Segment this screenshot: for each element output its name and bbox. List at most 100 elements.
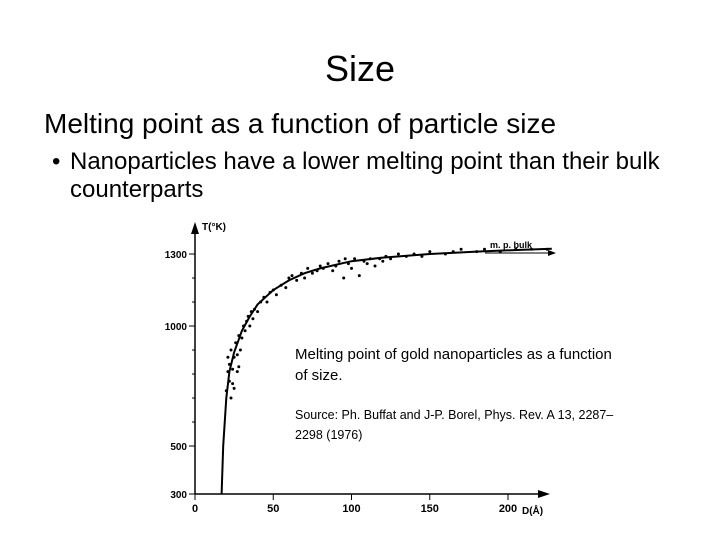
data-point	[268, 290, 272, 294]
bulk-annotation: m. p. bulk	[490, 240, 533, 250]
data-point	[357, 274, 361, 278]
data-point	[235, 353, 239, 357]
chart-ticks: 0 50 100 150 200 300 500 1000 1300	[165, 250, 517, 515]
data-point	[530, 247, 533, 251]
y-tick-label: 300	[170, 490, 187, 501]
data-point	[262, 295, 266, 299]
data-point	[362, 259, 366, 263]
figure-caption: Melting point of gold nanoparticles as a…	[295, 346, 612, 384]
data-point	[326, 262, 330, 266]
chart-axes	[191, 222, 550, 498]
data-point	[310, 271, 314, 275]
data-point	[342, 276, 346, 280]
x-tick-label: 50	[267, 503, 279, 515]
data-point	[256, 310, 260, 314]
data-point	[498, 250, 502, 254]
data-point	[279, 283, 283, 287]
data-point	[368, 257, 372, 261]
data-point	[237, 334, 241, 338]
data-point	[318, 264, 322, 268]
data-point	[412, 252, 416, 256]
data-point	[483, 247, 486, 251]
data-point	[226, 370, 230, 374]
slide-subtitle: Melting point as a function of particle …	[44, 108, 557, 139]
data-point	[265, 300, 269, 304]
data-point	[240, 336, 244, 340]
data-point	[235, 370, 239, 374]
data-point	[459, 247, 463, 251]
data-point	[284, 286, 288, 290]
bulk-annotation-arrowhead	[548, 250, 556, 256]
data-point	[224, 389, 228, 393]
x-tick-label: 0	[192, 503, 198, 515]
data-point	[384, 254, 388, 258]
data-point	[243, 329, 247, 333]
data-point	[337, 259, 341, 263]
data-point	[251, 317, 255, 321]
data-point	[227, 362, 231, 366]
data-point	[232, 386, 236, 390]
x-axis-label: D(Å)	[522, 504, 543, 517]
data-point	[234, 341, 238, 345]
data-point	[246, 314, 250, 318]
x-tick-label: 100	[342, 503, 360, 515]
data-point	[238, 348, 242, 352]
data-point	[306, 266, 310, 270]
data-point	[231, 382, 235, 386]
data-point	[315, 269, 319, 273]
data-point	[365, 262, 369, 266]
data-point	[334, 264, 338, 268]
data-points	[224, 247, 549, 400]
data-point	[389, 257, 393, 261]
y-axis-arrowhead	[191, 222, 199, 234]
data-point	[396, 252, 400, 256]
data-point	[514, 247, 518, 251]
data-point	[242, 324, 245, 328]
data-point	[248, 324, 252, 328]
data-point	[353, 257, 357, 261]
y-axis-label: T(°K)	[202, 222, 226, 233]
data-point	[428, 250, 432, 254]
data-point	[237, 365, 241, 369]
data-point	[231, 367, 235, 371]
data-point	[404, 254, 408, 258]
bullet-text: Nanoparticles have a lower melting point…	[70, 148, 660, 203]
data-point	[227, 379, 231, 383]
data-point	[475, 250, 479, 254]
data-point	[343, 257, 347, 261]
data-point	[350, 266, 353, 270]
data-point	[253, 307, 256, 311]
x-tick-label: 200	[499, 503, 517, 515]
data-point	[373, 264, 377, 268]
y-tick-label: 1000	[165, 322, 188, 333]
data-point	[249, 310, 253, 314]
data-point	[290, 274, 294, 278]
data-point	[226, 355, 230, 359]
data-point	[346, 262, 350, 266]
data-point	[545, 247, 549, 251]
data-point	[303, 276, 307, 280]
data-point	[287, 276, 291, 280]
data-point	[229, 396, 233, 400]
data-point	[321, 266, 325, 270]
data-point	[229, 348, 233, 352]
slide-title: Size	[324, 48, 396, 89]
data-point	[331, 269, 335, 273]
data-point	[420, 254, 424, 258]
data-point	[259, 300, 263, 304]
data-point	[232, 355, 236, 359]
data-point	[299, 271, 303, 275]
figure-source: Source: Ph. Buffat and J-P. Borel, Phys.…	[295, 408, 614, 442]
bullet-marker: •	[52, 148, 61, 175]
y-tick-label: 1300	[165, 250, 188, 261]
x-tick-label: 150	[421, 503, 439, 515]
x-axis-arrowhead	[538, 490, 550, 498]
melting-point-chart: 0 50 100 150 200 300 500 1000 1300 T(°K) D(Å) m.…	[165, 222, 556, 517]
data-point	[443, 252, 447, 256]
data-point	[451, 250, 455, 254]
data-point	[245, 319, 249, 323]
data-point	[381, 259, 385, 263]
data-point	[378, 257, 382, 261]
y-tick-label: 500	[170, 442, 187, 453]
data-point	[271, 288, 275, 292]
